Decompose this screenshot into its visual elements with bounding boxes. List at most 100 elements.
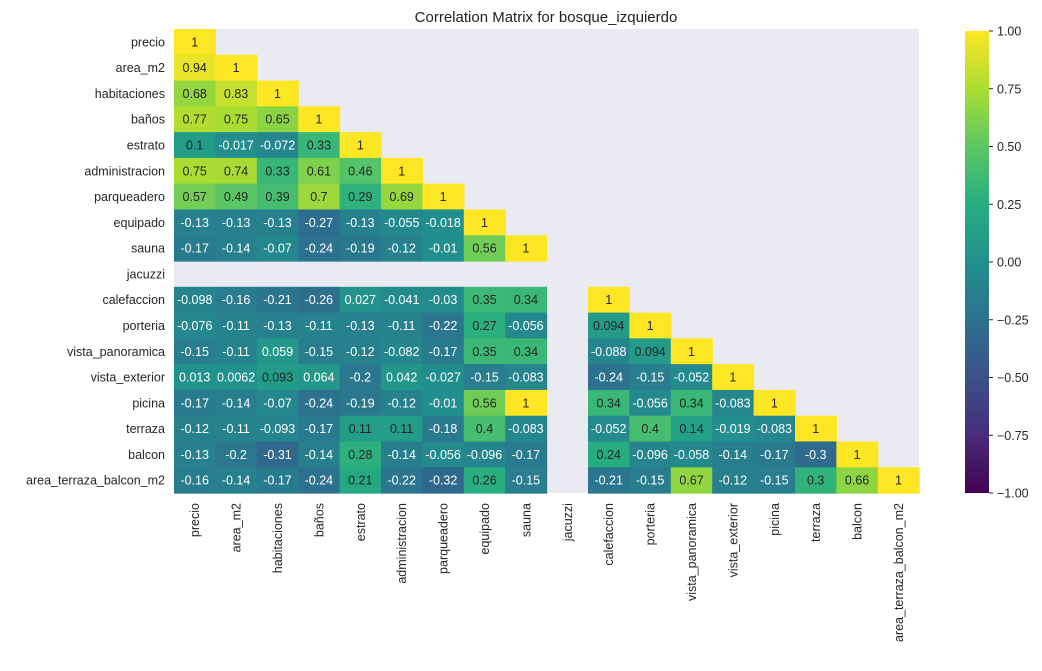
cell-value-label: -0.24 xyxy=(594,371,623,385)
heatmap-cell xyxy=(256,312,299,339)
cell-value-label: 1 xyxy=(440,190,447,204)
y-tick-label: calefaccion xyxy=(102,293,165,307)
heatmap-cell xyxy=(381,183,423,211)
cell-value-label: 1 xyxy=(522,242,529,256)
cell-value-label: 0.14 xyxy=(679,422,703,436)
heatmap-cell xyxy=(588,338,630,365)
cell-value-label: -0.018 xyxy=(425,216,460,230)
cell-value-label: -0.083 xyxy=(757,422,792,436)
heatmap-cell xyxy=(215,415,258,443)
cell-value-label: -0.056 xyxy=(425,448,460,462)
heatmap-cell xyxy=(174,209,216,236)
heatmap-cell xyxy=(298,183,341,211)
x-tick-label: vista_panoramica xyxy=(685,503,699,601)
cell-value-label: -0.13 xyxy=(263,216,292,230)
heatmap-cell xyxy=(298,389,341,417)
heatmap-cell xyxy=(588,312,630,339)
heatmap-cell xyxy=(588,415,630,443)
cell-value-label: 1 xyxy=(812,422,819,436)
heatmap-cell xyxy=(381,415,423,443)
heatmap-cell xyxy=(215,235,258,262)
heatmap-cell xyxy=(298,209,341,236)
heatmap-cell xyxy=(174,183,216,211)
heatmap-cell xyxy=(422,312,465,339)
heatmap-cell xyxy=(256,467,299,494)
cell-value-label: -0.15 xyxy=(512,474,541,488)
cell-value-label: -0.052 xyxy=(591,422,626,436)
heatmap-cell xyxy=(298,364,341,391)
cell-value-label: -0.052 xyxy=(674,371,709,385)
heatmap-cell xyxy=(298,157,341,185)
y-tick-label: porteria xyxy=(123,319,165,333)
cell-value-label: 1 xyxy=(522,396,529,410)
cell-value-label: -0.14 xyxy=(387,448,416,462)
heatmap-cell xyxy=(339,389,382,417)
heatmap-cell xyxy=(339,364,382,391)
cell-value-label: -0.098 xyxy=(177,293,212,307)
y-tick-label: vista_exterior xyxy=(91,371,165,385)
heatmap-cell xyxy=(422,415,465,443)
heatmap-cell xyxy=(174,132,216,159)
cell-value-label: -0.083 xyxy=(715,396,750,410)
cell-value-label: 1 xyxy=(357,139,364,153)
heatmap-cell xyxy=(256,132,299,159)
heatmap-cell xyxy=(422,389,465,417)
heatmap-cell xyxy=(505,338,548,365)
cell-value-label: 1 xyxy=(647,319,654,333)
cell-value-label: 0.29 xyxy=(348,190,372,204)
heatmap-cell xyxy=(256,183,299,211)
cell-value-label: -0.27 xyxy=(305,216,334,230)
y-tick-label: parqueadero xyxy=(94,190,165,204)
heatmap-cell xyxy=(339,467,382,494)
heatmap-cell xyxy=(422,467,465,494)
heatmap-cell xyxy=(463,235,506,262)
heatmap-cell xyxy=(298,286,341,314)
cell-value-label: -0.12 xyxy=(180,422,209,436)
heatmap-cells xyxy=(174,29,920,494)
heatmap-cell xyxy=(422,235,465,262)
cell-value-label: 0.57 xyxy=(183,190,207,204)
heatmap-cell xyxy=(753,441,796,468)
cell-value-label: -0.13 xyxy=(346,216,375,230)
cell-value-label: 0.67 xyxy=(679,474,703,488)
heatmap-cell xyxy=(174,286,216,314)
heatmap-cell xyxy=(339,286,382,314)
cell-value-label: 1 xyxy=(688,345,695,359)
y-tick-label: terraza xyxy=(126,422,165,436)
heatmap-cell xyxy=(877,467,920,494)
heatmap-cell xyxy=(339,157,382,185)
y-tick-label: estrato xyxy=(127,139,165,153)
heatmap-cell xyxy=(712,415,755,443)
cell-value-label: 0.56 xyxy=(472,242,496,256)
cell-value-label: 0.7 xyxy=(310,190,327,204)
cell-value-label: -0.3 xyxy=(805,448,827,462)
heatmap-cell xyxy=(381,389,423,417)
cell-value-label: 0.1 xyxy=(186,139,203,153)
cell-value-label: 0.46 xyxy=(348,164,372,178)
cell-value-label: 0.74 xyxy=(224,164,248,178)
cell-value-label: -0.24 xyxy=(305,242,334,256)
cell-value-label: -0.14 xyxy=(305,448,334,462)
cell-value-label: 0.69 xyxy=(390,190,414,204)
heatmap-cell xyxy=(588,389,630,417)
colorbar-tick-label: 0.25 xyxy=(997,198,1021,212)
cell-value-label: -0.21 xyxy=(263,293,292,307)
cell-value-label: -0.14 xyxy=(222,474,251,488)
heatmap-cell xyxy=(174,338,216,365)
cell-value-label: -0.17 xyxy=(512,448,541,462)
cell-value-label: 0.28 xyxy=(348,448,372,462)
y-tick-label: vista_panoramica xyxy=(67,345,165,359)
heatmap-cell xyxy=(795,441,837,468)
cell-value-label: 0.4 xyxy=(641,422,658,436)
heatmap-cell xyxy=(381,209,423,236)
heatmap-cell xyxy=(215,106,258,133)
cell-value-label: 0.042 xyxy=(386,371,417,385)
cell-value-label: -0.056 xyxy=(632,396,667,410)
heatmap-cell xyxy=(381,441,423,468)
heatmap-cell xyxy=(174,389,216,417)
heatmap-cell xyxy=(256,235,299,262)
y-tick-label: precio xyxy=(131,35,165,49)
x-tick-label: habitaciones xyxy=(271,503,285,573)
